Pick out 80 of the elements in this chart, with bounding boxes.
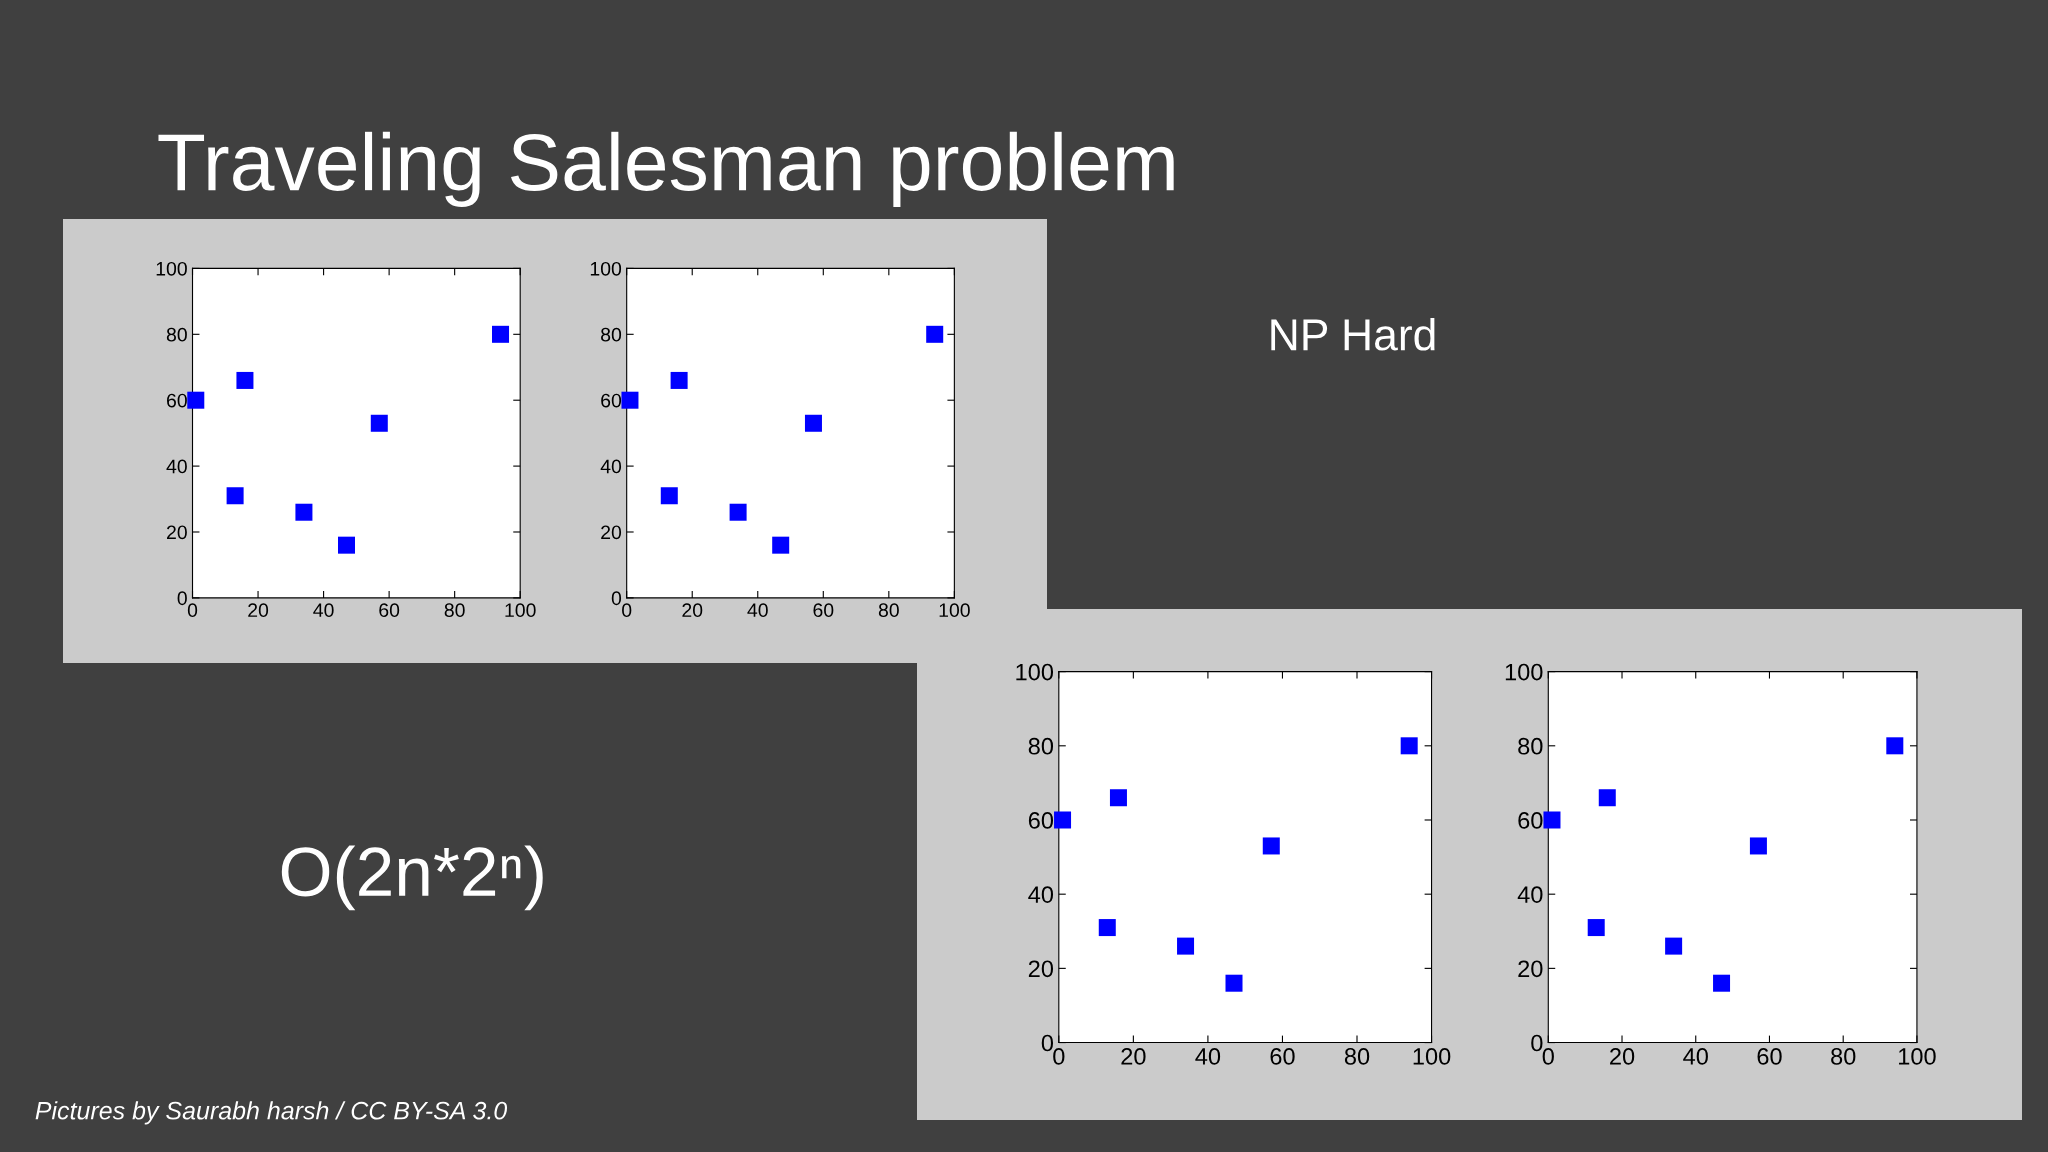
point [1543, 811, 1561, 829]
x-tick-label: 40 [1683, 1048, 1708, 1065]
y-tick-label: 100 [156, 261, 187, 276]
y-tick-label: 100 [1505, 663, 1543, 681]
point [1587, 919, 1605, 937]
y-tick-label: 80 [1518, 737, 1543, 755]
x-tick-label: 20 [682, 603, 703, 618]
y-tick-label: 60 [1028, 812, 1054, 829]
x-tick-label: 40 [313, 603, 334, 618]
point [1109, 789, 1127, 807]
y-tick-label: 0 [611, 591, 622, 606]
x-tick-label: 80 [444, 603, 465, 618]
x-tick-label: 0 [187, 603, 198, 618]
point [1665, 937, 1683, 955]
point [1054, 811, 1072, 829]
text: O(2n*2ⁿ) [281, 845, 543, 911]
y-tick-label: 100 [590, 261, 622, 276]
text: NP Hard [1271, 317, 1435, 351]
x-tick-label: 60 [1757, 1048, 1782, 1065]
y-tick-label: 20 [1518, 960, 1543, 978]
point [729, 503, 747, 521]
point [772, 536, 790, 554]
x-tick-label: 60 [1270, 1048, 1295, 1065]
y-tick-label: 100 [1016, 663, 1054, 681]
y-tick-label: 40 [1028, 886, 1054, 903]
point [295, 503, 313, 521]
x-tick-label: 80 [878, 603, 899, 618]
y-tick-label: 80 [601, 327, 622, 342]
text: Pictures by Saurabh harsh / CC BY-SA 3.0 [35, 1101, 508, 1125]
point [1598, 789, 1616, 807]
x-tick-label: 100 [1899, 1048, 1936, 1065]
y-tick-label: 0 [1041, 1034, 1054, 1052]
x-tick-label: 20 [1610, 1048, 1635, 1065]
x-tick-label: 100 [1413, 1048, 1451, 1065]
point [1886, 737, 1904, 755]
x-tick-label: 40 [1195, 1048, 1221, 1065]
y-tick-label: 80 [1028, 737, 1054, 755]
y-tick-label: 20 [1028, 960, 1054, 978]
y-tick-label: 60 [1518, 812, 1543, 829]
point [1749, 837, 1767, 855]
point [660, 487, 678, 505]
point [492, 325, 510, 343]
point [370, 414, 388, 432]
x-tick-label: 100 [939, 603, 970, 618]
y-tick-label: 80 [166, 327, 187, 342]
point [926, 325, 944, 343]
point [226, 487, 244, 505]
point [187, 391, 205, 409]
y-tick-label: 0 [1531, 1034, 1543, 1052]
point [1400, 737, 1418, 755]
y-tick-label: 40 [166, 459, 187, 474]
x-tick-label: 0 [1542, 1048, 1554, 1065]
x-tick-label: 60 [379, 603, 400, 618]
y-tick-label: 60 [167, 393, 187, 408]
point [804, 414, 822, 432]
point [236, 371, 254, 389]
x-tick-label: 40 [747, 603, 768, 618]
y-tick-label: 20 [167, 525, 187, 540]
x-tick-label: 60 [813, 603, 834, 618]
y-tick-label: 20 [601, 525, 622, 540]
x-tick-label: 0 [1053, 1048, 1065, 1065]
point [621, 391, 639, 409]
y-tick-label: 40 [600, 459, 622, 474]
point [1177, 937, 1195, 955]
point [670, 371, 688, 389]
y-tick-label: 40 [1517, 886, 1543, 903]
point [1713, 974, 1731, 992]
x-tick-label: 0 [622, 603, 632, 618]
x-tick-label: 80 [1344, 1048, 1370, 1065]
point [1098, 919, 1116, 937]
x-tick-label: 20 [1121, 1048, 1146, 1065]
point [1262, 837, 1280, 855]
y-tick-label: 0 [177, 591, 187, 606]
point [338, 536, 356, 554]
x-tick-label: 80 [1831, 1048, 1856, 1065]
x-tick-label: 20 [248, 603, 269, 618]
point [1225, 974, 1243, 992]
chart-title: Traveling Salesman problem [158, 131, 1174, 207]
x-tick-label: 100 [505, 603, 536, 618]
y-tick-label: 60 [601, 393, 622, 408]
